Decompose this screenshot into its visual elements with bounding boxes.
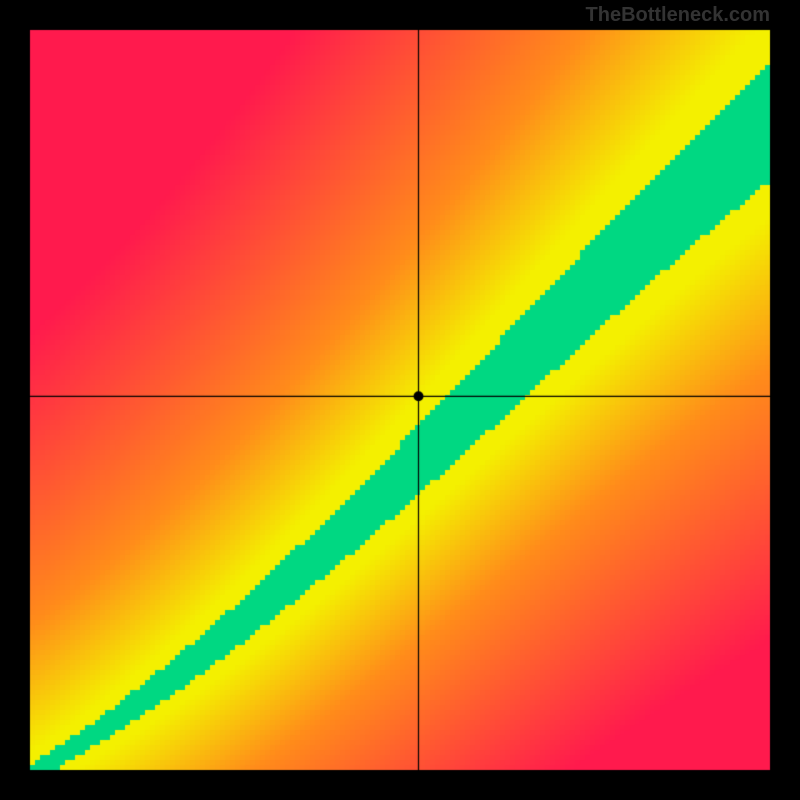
chart-container: TheBottleneck.com: [0, 0, 800, 800]
heatmap-canvas: [0, 0, 800, 800]
watermark: TheBottleneck.com: [586, 4, 770, 27]
